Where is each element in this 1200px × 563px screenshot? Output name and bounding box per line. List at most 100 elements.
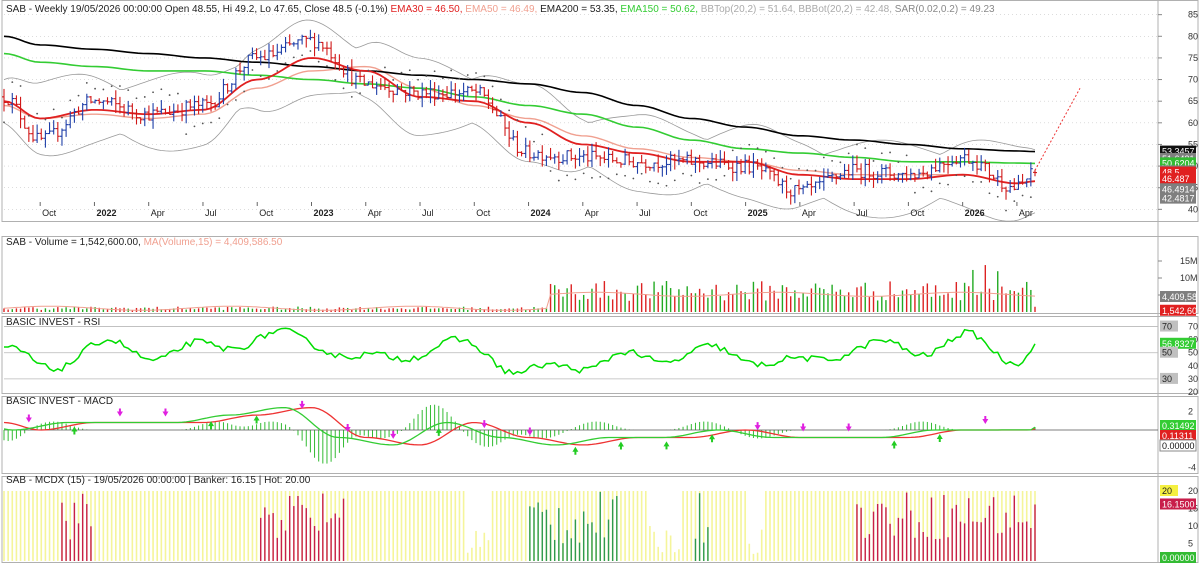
mcdx-value-badges: 20 16.1500 0.00000	[1160, 485, 1196, 563]
rsi-tick-label: 20	[1188, 387, 1198, 397]
sar-dot	[218, 117, 221, 120]
price-header-bbtop: BBTop(20,2) = 51.64,	[698, 4, 796, 15]
sar-dot	[541, 133, 544, 136]
sar-dot	[847, 152, 850, 155]
macd-sell-arrow	[162, 408, 169, 417]
sar-dot	[524, 126, 527, 128]
volume-header-main: SAB - Volume = 1,542,600.00,	[6, 237, 144, 248]
sar-dot	[367, 69, 370, 72]
mcdx-bars	[3, 491, 1036, 561]
volume-badge-bg	[1160, 291, 1196, 303]
sar-dot	[276, 70, 279, 72]
sar-dot	[292, 56, 295, 59]
price-tick-label: 85	[1188, 10, 1198, 20]
sar-dot	[690, 174, 693, 177]
sar-dot	[201, 122, 204, 125]
sar-dot	[77, 94, 80, 97]
price-bars	[2, 29, 1037, 205]
rsi-tick-label: 50	[1188, 348, 1198, 358]
sar-dot	[350, 95, 353, 98]
time-label: Apr	[151, 208, 165, 218]
sar-dot	[748, 143, 751, 146]
sar-dot	[872, 160, 875, 162]
macd-histogram	[3, 404, 1036, 464]
sar-dot	[814, 169, 817, 172]
sar-dot	[839, 161, 842, 164]
sar-dot	[673, 179, 676, 182]
price-header: SAB - Weekly 19/05/2026 00:00:00 Open 48…	[6, 4, 995, 15]
sar-dot	[491, 85, 494, 88]
sar-dot	[384, 66, 386, 69]
macd-buy-arrow	[71, 426, 78, 435]
panel-frame	[1, 396, 1199, 474]
sar-dot	[582, 172, 585, 175]
sar-dot	[706, 178, 709, 181]
time-label: Oct	[693, 208, 708, 218]
sar-dot	[955, 174, 958, 177]
macd-buy-arrow	[208, 421, 215, 430]
mcdx-tick-label: 5	[1188, 539, 1193, 549]
price-header-sar: SAR(0.02,0.2) = 49.23	[892, 4, 995, 15]
price-badge-text: 48.5	[1162, 168, 1180, 178]
sar-dot	[599, 175, 602, 178]
price-badge-text: 46.4914	[1162, 184, 1195, 194]
ema200-line	[3, 35, 1036, 153]
rsi-badge-bg	[1160, 337, 1196, 349]
price-value-badges: 53.345751.643150.620449.229648.546.48746…	[1160, 145, 1196, 204]
sar-dot	[135, 97, 138, 100]
time-label: Jul	[856, 208, 868, 218]
price-tick-label: 40	[1188, 204, 1198, 214]
sar-dot	[864, 147, 867, 149]
price-tick-label: 65	[1188, 96, 1198, 106]
sar-dot	[359, 92, 361, 95]
sar-dot	[591, 176, 593, 179]
sar-dot	[922, 186, 925, 189]
sar-dot	[400, 71, 403, 74]
rsi-badge-text: 50	[1162, 348, 1172, 358]
mcdx-tick-label: 10	[1188, 521, 1198, 531]
rsi-tick-label: 40	[1188, 361, 1198, 371]
time-label: Apr	[1019, 208, 1033, 218]
price-badge-text: 50.6204	[1162, 158, 1195, 168]
sar-dot	[938, 182, 941, 185]
sar-dot	[533, 140, 535, 143]
sar-dot	[682, 172, 684, 175]
sar-dot	[342, 87, 345, 90]
sar-dot	[326, 65, 328, 67]
time-label: Apr	[585, 208, 599, 218]
sar-dot	[880, 152, 883, 155]
sar-dot	[226, 103, 229, 106]
sar-dot	[234, 99, 237, 101]
time-label: Oct	[476, 208, 491, 218]
time-label: Apr	[368, 208, 382, 218]
sar-dot	[177, 92, 179, 95]
sar-dot	[441, 77, 444, 80]
macd-lines	[3, 406, 1158, 446]
sar-dot	[781, 166, 784, 169]
time-label: 2026	[965, 208, 985, 218]
panel-frame	[1, 316, 1199, 394]
macd-badge-bg	[1159, 439, 1197, 452]
macd-badge-text: 0.11311	[1162, 431, 1193, 441]
time-axis-labels: Oct 2022 Apr Jul Oct 2023 Apr Jul Oct 2024 Apr Jul O…	[39, 202, 1033, 218]
sar-dot	[110, 85, 113, 88]
sar-dot	[914, 191, 916, 194]
sar-dot	[640, 172, 643, 175]
sar-dot	[458, 77, 461, 80]
sar-dot	[856, 143, 858, 146]
sar-dot	[417, 78, 419, 81]
sar-dot	[52, 108, 55, 111]
sar-dot	[665, 184, 668, 187]
sar-dot	[988, 192, 991, 195]
sar-dot	[85, 82, 88, 84]
price-tick-label: 60	[1188, 118, 1198, 128]
macd-tick-label: -4	[1188, 462, 1196, 472]
price-badge-bg	[1160, 166, 1196, 178]
time-label: Jul	[422, 208, 434, 218]
sar-dot	[36, 112, 39, 115]
sar-dot	[259, 75, 262, 77]
sar-dot	[408, 69, 411, 72]
